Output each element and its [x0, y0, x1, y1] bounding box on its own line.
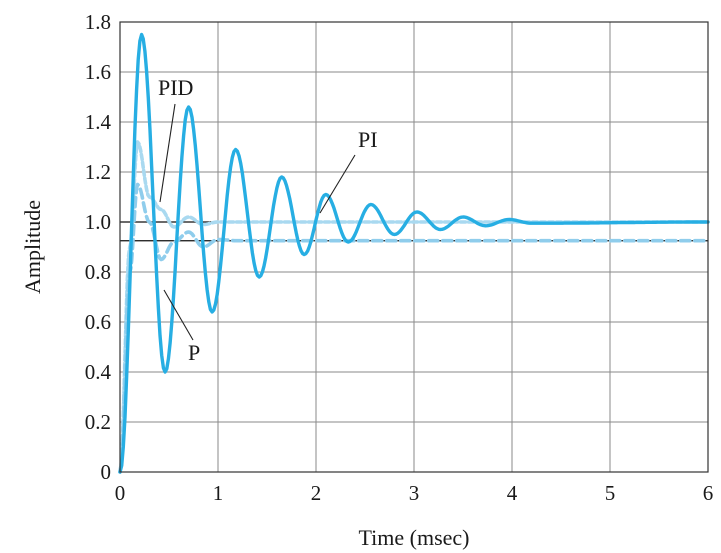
y-tick-label-8: 1.6 — [85, 60, 111, 84]
plot-frame — [119, 21, 709, 473]
x-tick-label-1: 1 — [213, 481, 224, 505]
x-tick-label-2: 2 — [311, 481, 322, 505]
x-axis-label: Time (msec) — [358, 525, 469, 550]
tick-labels: 0 1 2 3 4 5 6 0 0.2 0.4 0.6 0.8 1.0 1.2 1.4 1.6 1.8 — [85, 10, 714, 505]
y-tick-label-1: 0.2 — [85, 410, 111, 434]
x-tick-label-4: 4 — [507, 481, 518, 505]
y-axis-label: Amplitude — [20, 200, 45, 294]
annotation-pid: PID — [158, 75, 193, 100]
annotation-pi: PI — [358, 127, 378, 152]
y-tick-label-3: 0.6 — [85, 310, 111, 334]
y-tick-label-0: 0 — [101, 460, 112, 484]
y-tick-label-2: 0.4 — [85, 360, 112, 384]
series-line-pi — [118, 32, 710, 474]
y-tick-label-9: 1.8 — [85, 10, 111, 34]
y-tick-label-5: 1.0 — [85, 210, 111, 234]
x-tick-label-5: 5 — [605, 481, 616, 505]
series-lines — [118, 32, 710, 474]
x-tick-label-3: 3 — [409, 481, 420, 505]
leader-p — [163, 289, 194, 341]
y-tick-label-6: 1.2 — [85, 160, 111, 184]
annotation-leaders — [159, 103, 356, 341]
x-tick-label-6: 6 — [703, 481, 714, 505]
x-tick-label-0: 0 — [115, 481, 126, 505]
series-line-p — [118, 182, 710, 474]
y-tick-label-7: 1.4 — [85, 110, 112, 134]
leader-pid — [159, 103, 176, 203]
annotation-p: P — [188, 340, 200, 365]
leader-pi — [319, 154, 356, 214]
y-tick-label-4: 0.8 — [85, 260, 111, 284]
